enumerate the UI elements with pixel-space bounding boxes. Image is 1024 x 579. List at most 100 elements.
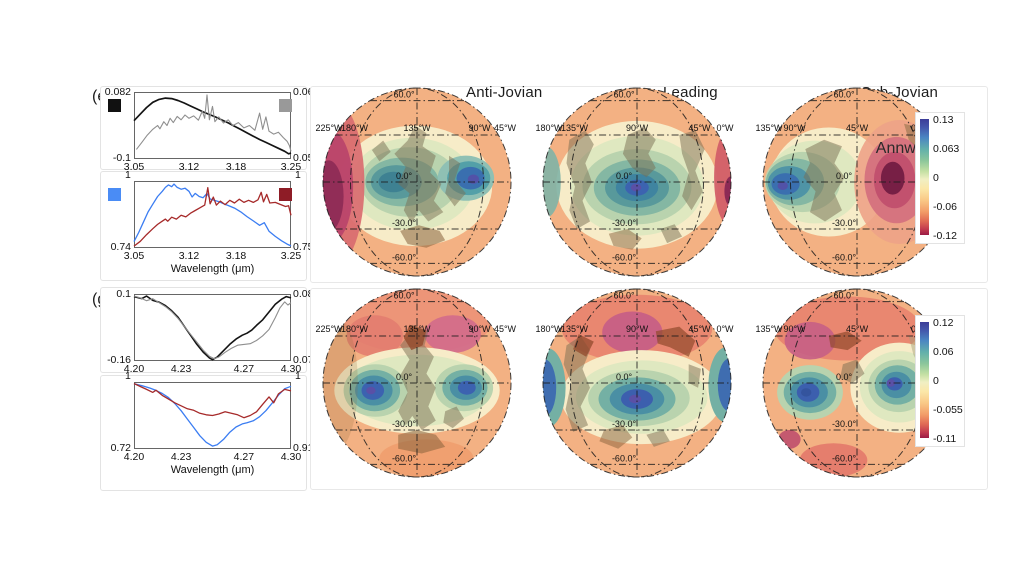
lon-label: 180°W bbox=[341, 324, 369, 334]
colorbar-tick-label: -0.06 bbox=[933, 201, 957, 213]
globe-anti-jovian-row1: 60.0° 0.0° -30.0° -60.0° 225°W 180°W 135°W 90°W… bbox=[312, 82, 522, 282]
lon-label: 90°W bbox=[468, 324, 491, 334]
x-axis-label: Wavelength (μm) bbox=[170, 263, 255, 275]
graticule bbox=[322, 87, 512, 277]
lat-label: -30.0° bbox=[392, 419, 417, 429]
y-axis-left-min: 0.72 bbox=[110, 442, 131, 454]
legend-swatch-left bbox=[108, 188, 121, 201]
colorbar-tick-label: 0.063 bbox=[933, 143, 960, 155]
x-tick-label: 4.23 bbox=[170, 451, 192, 463]
lat-label: 60.0° bbox=[393, 90, 415, 100]
landmass-outline bbox=[688, 364, 701, 388]
lat-label: 60.0° bbox=[833, 291, 855, 301]
globe-leading-row2: 60.0° 0.0° -30.0° -60.0° 180°W 135°W 90°W 45°W 0… bbox=[532, 283, 742, 483]
lat-label: -30.0° bbox=[832, 218, 857, 228]
y-axis-right-max: 1 bbox=[295, 169, 301, 181]
lat-label: -30.0° bbox=[612, 419, 637, 429]
lat-label: -30.0° bbox=[832, 419, 857, 429]
colorbar-tick-label: -0.11 bbox=[933, 433, 957, 445]
lat-label: -60.0° bbox=[832, 453, 857, 463]
x-tick-label: 3.05 bbox=[123, 250, 145, 262]
landmass-outline bbox=[608, 229, 642, 250]
lat-label: 0.0° bbox=[396, 372, 413, 382]
landmass-outline bbox=[398, 430, 446, 454]
y-axis-left-min: -0.1 bbox=[112, 152, 131, 164]
landmass-outline bbox=[840, 359, 865, 383]
y-axis-right-max: 0.064 bbox=[293, 86, 320, 98]
x-tick-label: 3.12 bbox=[178, 250, 200, 262]
x-tick-label: 4.20 bbox=[123, 451, 145, 463]
lon-label: 90°W bbox=[468, 123, 491, 133]
series-blue-spectrum bbox=[133, 383, 292, 447]
x-tick-label: 3.12 bbox=[178, 161, 200, 173]
lon-label: 180°W bbox=[341, 123, 369, 133]
lon-label: 135°W bbox=[755, 324, 783, 334]
lat-label: 0.0° bbox=[836, 372, 853, 382]
lon-label: 45°W bbox=[494, 324, 517, 334]
x-tick-label: 3.18 bbox=[225, 250, 247, 262]
y-axis-left-min: 0.74 bbox=[110, 241, 131, 253]
y-axis-right-min: 0.75 bbox=[293, 241, 314, 253]
globe-map-fills bbox=[543, 289, 731, 477]
graticule bbox=[542, 87, 732, 277]
colorbar-tick-label: 0.12 bbox=[933, 317, 954, 329]
globe-leading-row1: 60.0° 0.0° -30.0° -60.0° 180°W 135°W 90°W 45°W 0… bbox=[532, 82, 742, 282]
globe-anti-jovian-row2: 60.0° 0.0° -30.0° -60.0° 225°W 180°W 135°W 90°W… bbox=[312, 283, 522, 483]
y-axis-right-min: 0.91 bbox=[293, 442, 314, 454]
graticule bbox=[542, 288, 732, 478]
lat-label: -60.0° bbox=[392, 252, 417, 262]
colorbar-tick-label: 0 bbox=[933, 172, 939, 184]
series-gray-spectrum bbox=[133, 295, 292, 360]
lon-label: 180°W bbox=[535, 324, 563, 334]
spectrum-panel-e-top: 0.082 0.064 -0.1 0.05 3.05 3.12 3.18 3.25 bbox=[100, 86, 319, 173]
x-tick-label: 3.05 bbox=[123, 161, 145, 173]
y-axis-left-max: 1 bbox=[125, 370, 131, 382]
y-axis-left-max: 0.082 bbox=[104, 86, 131, 98]
lat-label: -30.0° bbox=[392, 218, 417, 228]
lon-label: 90°W bbox=[783, 123, 806, 133]
x-tick-label: 4.30 bbox=[280, 363, 302, 375]
plot-series-canvas bbox=[133, 382, 292, 447]
colorbar-tick-label: 0.06 bbox=[933, 346, 954, 358]
colorbar-tick-label: -0.12 bbox=[933, 230, 957, 242]
landmass-outline bbox=[622, 127, 656, 178]
lon-label: 135°W bbox=[403, 123, 431, 133]
lon-label: 135°W bbox=[755, 123, 783, 133]
globe-sub-jovian-row1: 60.0°0.0°-30.0°-60.0°135°W90°W45°W0°W315… bbox=[752, 82, 962, 282]
series-red-spectrum bbox=[133, 187, 292, 247]
plot-series-canvas bbox=[133, 94, 292, 155]
series-black-spectrum bbox=[133, 97, 292, 155]
lat-label: -60.0° bbox=[612, 453, 637, 463]
colorbar-tick-label: 0 bbox=[933, 375, 939, 387]
landmass-outline bbox=[679, 130, 705, 211]
y-axis-right-max: 1 bbox=[295, 370, 301, 382]
series-red-spectrum bbox=[133, 382, 292, 419]
landmass-outline bbox=[371, 140, 391, 162]
lon-label: 90°W bbox=[626, 123, 649, 133]
lon-label: 225°W bbox=[315, 123, 343, 133]
landmass-outline bbox=[646, 430, 670, 447]
lat-label: -60.0° bbox=[612, 252, 637, 262]
plot-frame bbox=[133, 92, 292, 159]
lon-label: 135°W bbox=[561, 123, 589, 133]
colorbar-gradient bbox=[920, 119, 929, 235]
y-axis-left-max: 0.1 bbox=[116, 288, 131, 300]
legend-swatch-right bbox=[279, 99, 292, 112]
landmass-outline bbox=[573, 334, 594, 357]
y-axis-right-min: 0.05 bbox=[293, 152, 314, 164]
spectrum-panel-g-bottom: 1 1 0.72 0.91 4.20 4.23 4.27 4.30 Wavelength (μm… bbox=[100, 371, 313, 491]
x-tick-label: 4.23 bbox=[170, 363, 192, 375]
series-black-spectrum bbox=[133, 295, 292, 361]
lat-label: 60.0° bbox=[613, 90, 635, 100]
spectrum-panel-e-bottom: 1 1 0.74 0.75 3.05 3.12 3.18 3.25 Wavelength (μm… bbox=[100, 169, 313, 281]
lon-label: 225°W bbox=[315, 324, 343, 334]
lon-label: 135°W bbox=[561, 324, 589, 334]
x-axis-label: Wavelength (μm) bbox=[170, 464, 255, 476]
landmass-outline bbox=[803, 139, 845, 222]
annotation-annwn: Annwn bbox=[876, 140, 925, 157]
plot-frame bbox=[133, 382, 292, 449]
